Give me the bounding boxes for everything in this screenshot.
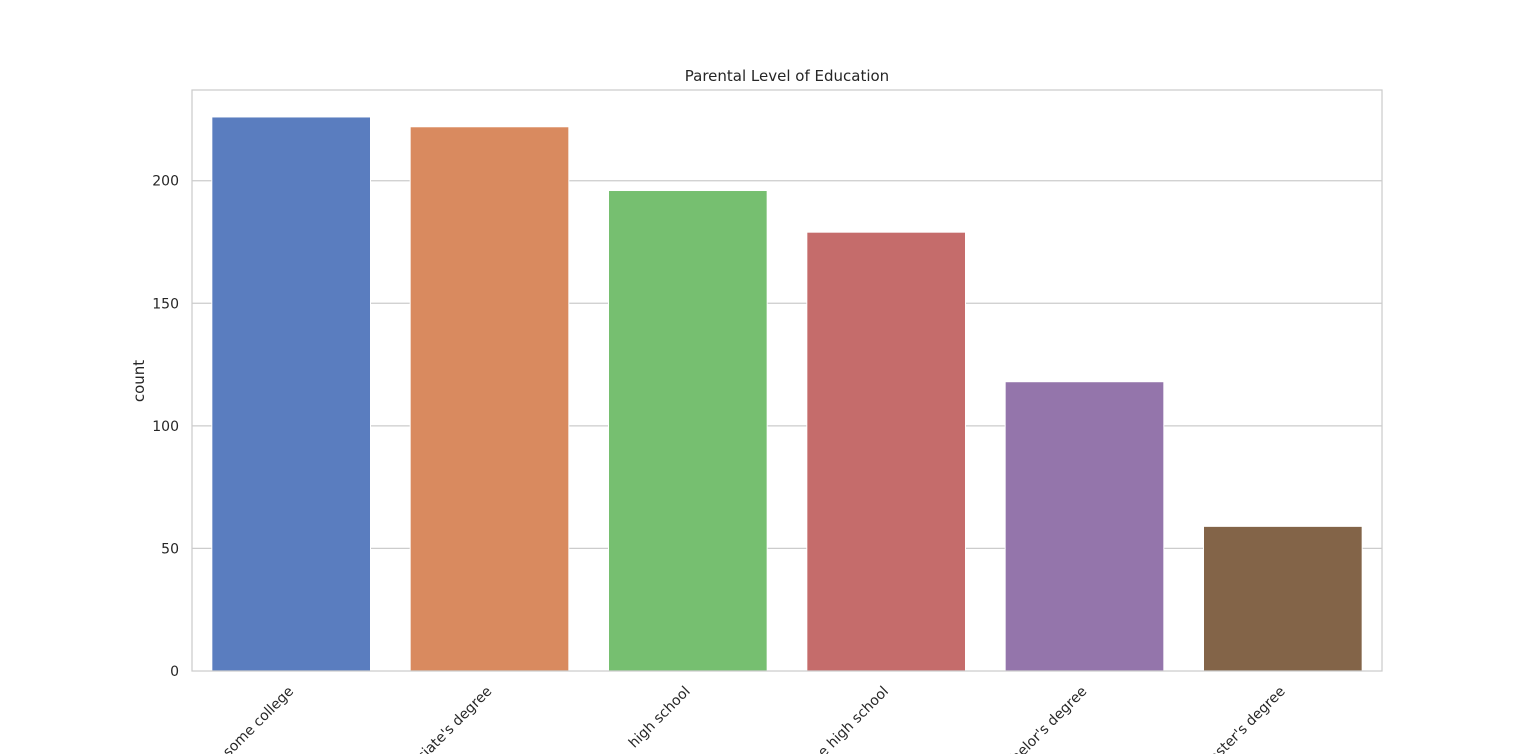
y-tick-label: 100 bbox=[152, 419, 179, 435]
bar bbox=[409, 126, 570, 672]
y-axis-label: count bbox=[130, 360, 148, 402]
grid-lines bbox=[192, 180, 1382, 550]
bar bbox=[1203, 525, 1363, 672]
bars bbox=[211, 116, 1363, 672]
x-tick-label: master's degree bbox=[1197, 684, 1289, 754]
x-tick-labels: some college associate's degree high schoo… bbox=[220, 684, 1289, 754]
plot-background bbox=[192, 90, 1382, 671]
bar bbox=[608, 190, 768, 672]
x-tick-label: some high school bbox=[794, 684, 892, 754]
y-tick-label: 0 bbox=[170, 664, 179, 680]
x-tick-label: some college bbox=[220, 684, 297, 754]
y-tick-label: 150 bbox=[152, 296, 179, 312]
x-tick-label: associate's degree bbox=[392, 684, 496, 754]
y-tick-label: 50 bbox=[161, 541, 179, 557]
y-tick-label: 200 bbox=[152, 174, 179, 190]
bar bbox=[806, 231, 966, 672]
bar bbox=[1004, 381, 1165, 672]
x-tick-label: high school bbox=[626, 684, 694, 752]
x-tick-label: bachelor's degree bbox=[990, 684, 1090, 754]
plot-frame bbox=[191, 89, 1383, 672]
chart-title: Parental Level of Education bbox=[685, 67, 889, 85]
bar bbox=[211, 116, 371, 672]
y-tick-labels: 0 50 100 150 200 bbox=[152, 174, 179, 680]
